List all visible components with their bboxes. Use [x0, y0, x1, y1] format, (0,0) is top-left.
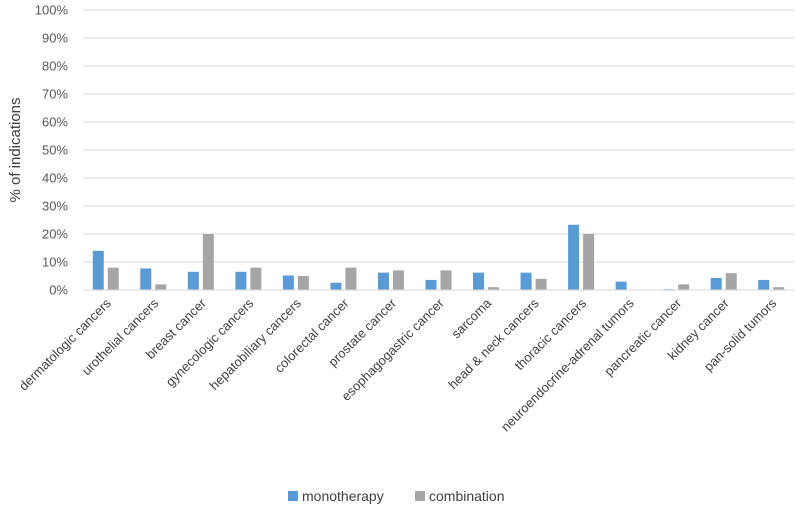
legend-swatch-combination	[415, 491, 425, 501]
x-category-label: hepatobiliary cancers	[207, 295, 305, 393]
x-category-label: dermatologic cancers	[16, 295, 114, 393]
y-tick-label: 50%	[42, 143, 68, 158]
x-category-label: gynecologic cancers	[163, 295, 257, 389]
bar-monotherapy-10	[520, 272, 532, 290]
bar-monotherapy-3	[187, 271, 199, 290]
bar-monotherapy-11	[568, 224, 580, 290]
bar-combination-11	[583, 234, 595, 290]
bar-combination-2	[155, 284, 167, 290]
bar-combination-4	[250, 267, 262, 290]
bar-monotherapy-2	[140, 268, 152, 290]
bar-monotherapy-6	[330, 282, 342, 290]
legend-label-combination: combination	[429, 488, 505, 504]
y-tick-label: 20%	[42, 227, 68, 242]
bar-monotherapy-7	[377, 272, 389, 290]
y-tick-label: 80%	[42, 59, 68, 74]
y-tick-label: 10%	[42, 255, 68, 270]
bar-monotherapy-5	[282, 275, 294, 290]
bar-monotherapy-14	[710, 277, 722, 290]
bars	[92, 224, 785, 290]
bar-monotherapy-4	[235, 271, 247, 290]
bar-monotherapy-8	[425, 279, 437, 290]
bar-monotherapy-1	[92, 250, 104, 290]
y-tick-label: 90%	[42, 31, 68, 46]
bar-combination-5	[297, 276, 309, 290]
bar-combination-7	[392, 270, 404, 290]
y-tick-label: 40%	[42, 171, 68, 186]
bar-combination-15	[773, 287, 785, 290]
y-tick-label: 0%	[49, 283, 68, 298]
gridlines	[82, 9, 795, 263]
bar-combination-14	[725, 273, 737, 290]
bar-combination-6	[345, 267, 357, 290]
legend-label-monotherapy: monotherapy	[302, 488, 384, 504]
bar-combination-8	[440, 270, 452, 290]
bar-combination-3	[202, 234, 214, 290]
legend: monotherapy combination	[288, 488, 505, 504]
y-tick-label: 70%	[42, 87, 68, 102]
bar-monotherapy-9	[473, 272, 485, 290]
bar-monotherapy-12	[615, 281, 627, 290]
y-axis-tick-labels: 0% 10% 20% 30% 40% 50% 60% 70% 80% 90% 100%	[35, 3, 69, 298]
y-tick-label: 100%	[35, 3, 69, 18]
bar-combination-9	[488, 287, 500, 290]
bar-monotherapy-15	[758, 279, 770, 290]
bar-combination-10	[535, 278, 547, 290]
bar-combination-13	[678, 284, 690, 290]
y-tick-label: 30%	[42, 199, 68, 214]
y-tick-label: 60%	[42, 115, 68, 130]
bar-combination-1	[107, 267, 119, 290]
x-category-label: head & neck cancers	[445, 295, 542, 392]
y-axis-title: % of indications	[7, 97, 24, 202]
x-category-label: sarcoma	[448, 295, 494, 341]
legend-swatch-monotherapy	[288, 491, 298, 501]
